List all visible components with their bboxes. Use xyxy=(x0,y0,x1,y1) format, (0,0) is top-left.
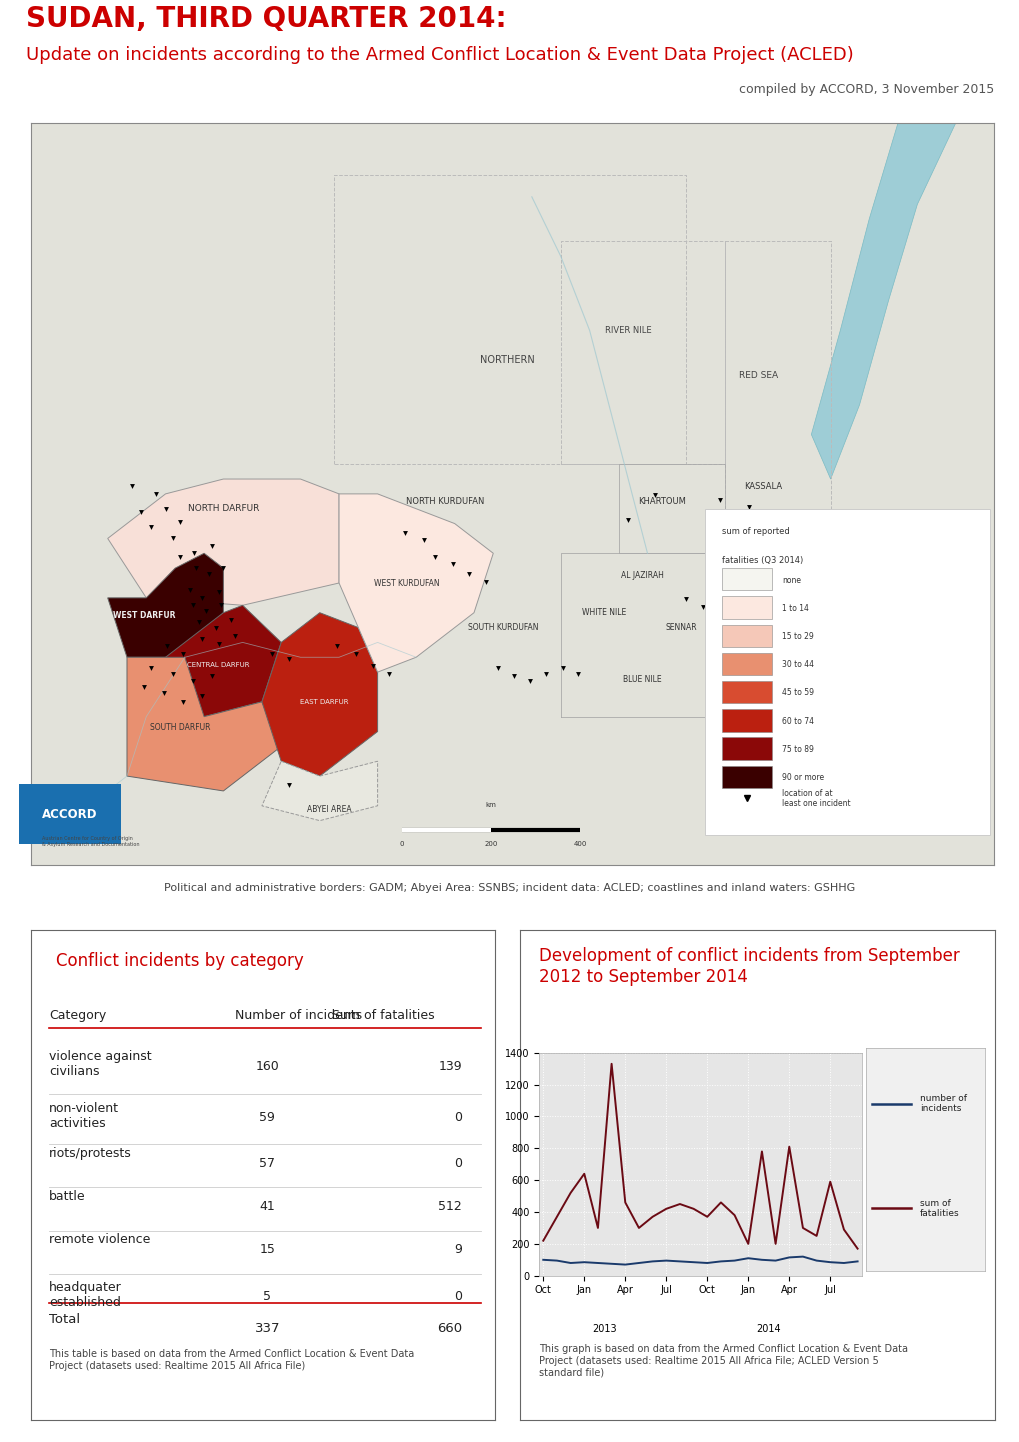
Polygon shape xyxy=(165,606,281,717)
Text: 2014: 2014 xyxy=(756,1324,781,1334)
Bar xyxy=(721,624,771,647)
Text: Number of incidents: Number of incidents xyxy=(234,1008,362,1021)
Bar xyxy=(721,653,771,675)
Text: RIVER NILE: RIVER NILE xyxy=(604,326,651,335)
Text: This table is based on data from the Armed Conflict Location & Event Data
Projec: This table is based on data from the Arm… xyxy=(49,1350,414,1371)
Text: violence against
civilians: violence against civilians xyxy=(49,1050,152,1079)
Text: 0: 0 xyxy=(453,1291,462,1304)
Polygon shape xyxy=(108,554,223,658)
Bar xyxy=(721,681,771,704)
Bar xyxy=(721,766,771,787)
Text: SOUTH KURDUFAN: SOUTH KURDUFAN xyxy=(467,623,538,632)
Text: WHITE NILE: WHITE NILE xyxy=(582,609,626,617)
Polygon shape xyxy=(262,761,377,820)
Text: 337: 337 xyxy=(255,1322,280,1335)
Text: Austrian Centre for Country of Origin
& Asylum Research and Documentation: Austrian Centre for Country of Origin & … xyxy=(42,836,140,846)
Text: WEST KURDUFAN: WEST KURDUFAN xyxy=(373,578,439,587)
Text: non-violent
activities: non-violent activities xyxy=(49,1102,119,1129)
Text: sum of
fatalities: sum of fatalities xyxy=(919,1198,959,1218)
Text: Category: Category xyxy=(49,1008,106,1021)
Text: 15 to 29: 15 to 29 xyxy=(782,632,813,642)
Text: KHARTOUM: KHARTOUM xyxy=(638,497,685,506)
Text: remote violence: remote violence xyxy=(49,1233,151,1246)
Text: BLUE NILE: BLUE NILE xyxy=(623,675,661,684)
Text: CENTRAL DARFUR: CENTRAL DARFUR xyxy=(187,662,250,668)
Text: 160: 160 xyxy=(255,1060,279,1073)
Polygon shape xyxy=(810,123,955,479)
Text: fatalities (Q3 2014): fatalities (Q3 2014) xyxy=(721,555,802,564)
Polygon shape xyxy=(108,479,338,606)
Bar xyxy=(721,597,771,619)
Text: 59: 59 xyxy=(259,1112,275,1125)
Text: NORTH DARFUR: NORTH DARFUR xyxy=(187,505,259,513)
Text: SOUTH DARFUR: SOUTH DARFUR xyxy=(150,724,210,733)
Text: km: km xyxy=(485,802,496,809)
Bar xyxy=(721,568,771,590)
Text: 9: 9 xyxy=(453,1243,462,1256)
Text: AL QADARIF: AL QADARIF xyxy=(715,564,761,572)
Text: none: none xyxy=(782,575,801,584)
Text: AL JAZIRAH: AL JAZIRAH xyxy=(621,571,663,580)
Text: 400: 400 xyxy=(573,841,586,846)
Polygon shape xyxy=(262,613,377,776)
Text: 15: 15 xyxy=(259,1243,275,1256)
Text: battle: battle xyxy=(49,1190,86,1203)
Text: Total: Total xyxy=(49,1312,81,1325)
Text: 30 to 44: 30 to 44 xyxy=(782,660,813,669)
Text: Conflict incidents by category: Conflict incidents by category xyxy=(56,952,304,970)
Text: sum of reported: sum of reported xyxy=(721,528,789,536)
Text: location of at
least one incident: location of at least one incident xyxy=(782,789,850,808)
Text: 512: 512 xyxy=(438,1200,462,1213)
Text: This graph is based on data from the Armed Conflict Location & Event Data
Projec: This graph is based on data from the Arm… xyxy=(539,1344,907,1377)
Text: SENNAR: SENNAR xyxy=(664,623,696,632)
Polygon shape xyxy=(338,493,493,672)
Text: NORTH KURDUFAN: NORTH KURDUFAN xyxy=(406,497,484,506)
Text: ACCORD: ACCORD xyxy=(42,808,98,820)
Text: 60 to 74: 60 to 74 xyxy=(782,717,813,725)
Text: EAST DARFUR: EAST DARFUR xyxy=(300,699,348,705)
FancyBboxPatch shape xyxy=(31,123,994,865)
Text: 0: 0 xyxy=(453,1156,462,1169)
Text: 139: 139 xyxy=(438,1060,462,1073)
Text: KASSALA: KASSALA xyxy=(744,482,782,490)
Text: 1 to 14: 1 to 14 xyxy=(782,604,808,613)
Text: Sum of fatalities: Sum of fatalities xyxy=(331,1008,434,1021)
Text: Political and administrative borders: GADM; Abyei Area: SSNBS; incident data: AC: Political and administrative borders: GA… xyxy=(164,884,855,893)
Text: 41: 41 xyxy=(259,1200,275,1213)
Polygon shape xyxy=(127,658,281,790)
Text: 5: 5 xyxy=(263,1291,271,1304)
FancyBboxPatch shape xyxy=(705,509,988,835)
Text: Update on incidents according to the Armed Conflict Location & Event Data Projec: Update on incidents according to the Arm… xyxy=(25,46,853,63)
Text: 90 or more: 90 or more xyxy=(782,773,823,782)
Text: compiled by ACCORD, 3 November 2015: compiled by ACCORD, 3 November 2015 xyxy=(739,84,994,97)
Text: 45 to 59: 45 to 59 xyxy=(782,688,813,698)
Bar xyxy=(721,709,771,731)
Text: 200: 200 xyxy=(484,841,497,846)
Text: ABYEI AREA: ABYEI AREA xyxy=(307,805,352,813)
Text: NORTHERN: NORTHERN xyxy=(480,355,535,365)
Text: 0: 0 xyxy=(399,841,404,846)
Text: 660: 660 xyxy=(437,1322,462,1335)
Text: riots/protests: riots/protests xyxy=(49,1146,131,1159)
Bar xyxy=(721,737,771,760)
Text: 0: 0 xyxy=(453,1112,462,1125)
Text: WEST DARFUR: WEST DARFUR xyxy=(113,611,175,620)
Text: 57: 57 xyxy=(259,1156,275,1169)
Text: number of
incidents: number of incidents xyxy=(919,1094,966,1113)
Text: headquater
established: headquater established xyxy=(49,1280,122,1309)
Text: 75 to 89: 75 to 89 xyxy=(782,746,813,754)
Text: 2013: 2013 xyxy=(592,1324,616,1334)
Text: SUDAN, THIRD QUARTER 2014:: SUDAN, THIRD QUARTER 2014: xyxy=(25,6,505,33)
Text: RED SEA: RED SEA xyxy=(738,371,777,379)
Text: Development of conflict incidents from September
2012 to September 2014: Development of conflict incidents from S… xyxy=(539,947,959,986)
